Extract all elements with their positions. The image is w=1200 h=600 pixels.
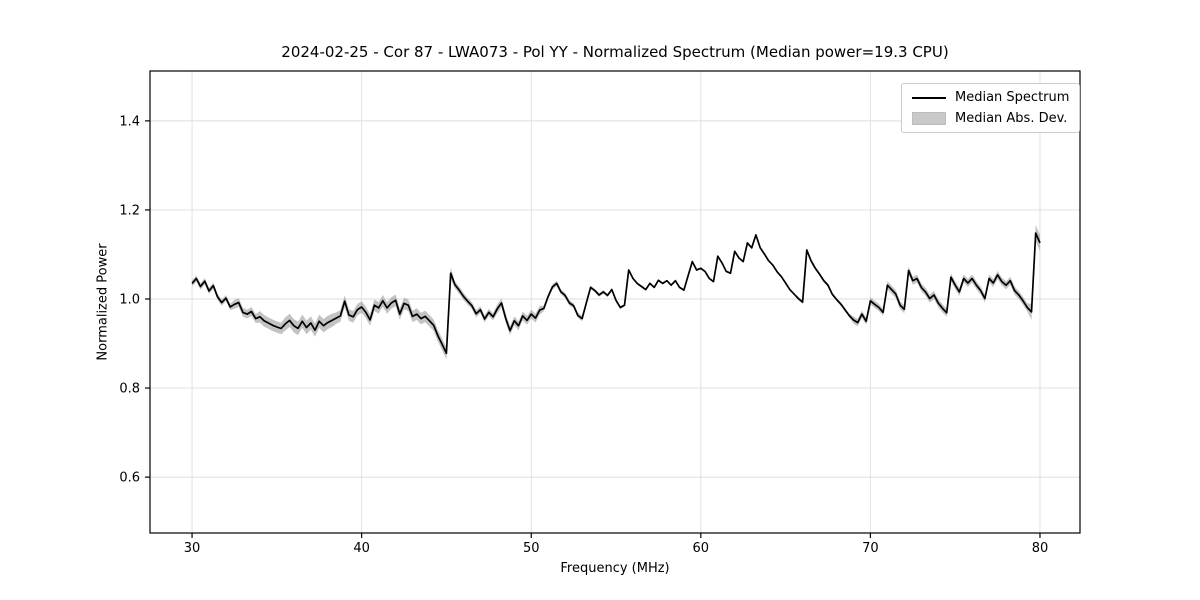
y-axis-label: Normalized Power — [95, 243, 111, 361]
legend: Median Spectrum Median Abs. Dev. — [901, 83, 1081, 133]
legend-item-median-spectrum: Median Spectrum — [912, 90, 1069, 105]
x-axis-label: Frequency (MHz) — [560, 561, 670, 576]
legend-label-median-spectrum: Median Spectrum — [955, 90, 1070, 105]
svg-text:0.8: 0.8 — [119, 382, 140, 397]
svg-text:40: 40 — [353, 541, 370, 556]
svg-text:70: 70 — [862, 541, 879, 556]
svg-text:0.6: 0.6 — [119, 471, 140, 486]
legend-label-median-abs-dev: Median Abs. Dev. — [955, 111, 1068, 126]
svg-text:30: 30 — [184, 541, 201, 556]
svg-text:60: 60 — [693, 541, 710, 556]
line-swatch-icon — [912, 96, 946, 99]
band-swatch-icon — [912, 112, 946, 125]
svg-text:1.4: 1.4 — [119, 114, 140, 129]
svg-text:80: 80 — [1032, 541, 1049, 556]
chart-title: 2024-02-25 - Cor 87 - LWA073 - Pol YY - … — [281, 43, 949, 61]
svg-text:1.0: 1.0 — [119, 292, 140, 307]
legend-item-median-abs-dev: Median Abs. Dev. — [912, 111, 1069, 126]
svg-text:1.2: 1.2 — [119, 203, 140, 218]
svg-text:50: 50 — [523, 541, 540, 556]
